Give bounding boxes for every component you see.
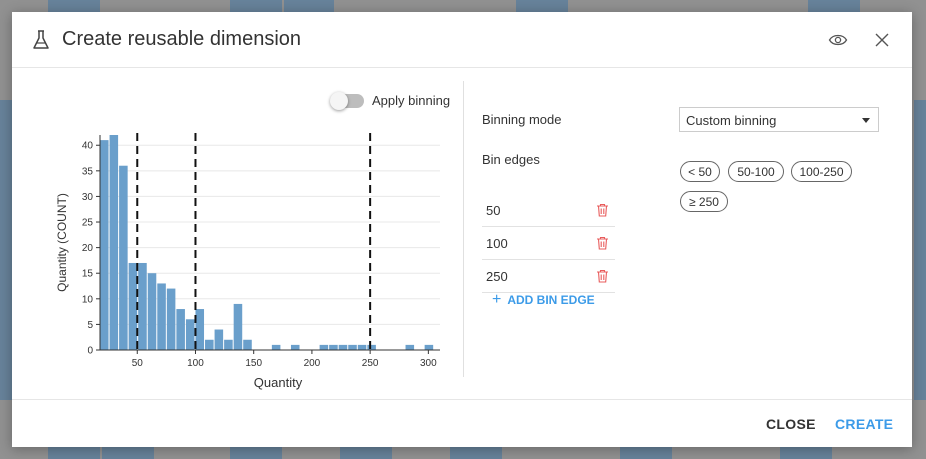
x-tick-label: 50 xyxy=(132,358,144,369)
histogram-bar xyxy=(185,319,195,350)
y-tick-label: 10 xyxy=(82,294,94,305)
x-tick-label: 200 xyxy=(304,358,321,369)
histogram-bar xyxy=(176,309,185,350)
y-tick-label: 5 xyxy=(87,320,93,331)
x-tick-label: 100 xyxy=(187,358,204,369)
bin-chip: 50-100 xyxy=(728,161,784,182)
bin-chip-label: ≥ 250 xyxy=(689,194,719,209)
histogram-bar xyxy=(157,283,166,350)
trash-icon[interactable] xyxy=(596,236,609,250)
y-tick-label: 0 xyxy=(87,346,93,357)
binning-mode-select[interactable]: Custom binning xyxy=(679,107,879,132)
histogram-bar xyxy=(119,165,128,350)
histogram-bar xyxy=(319,344,329,350)
dialog-header: Create reusable dimension xyxy=(12,12,912,68)
y-axis-label: Quantity (COUNT) xyxy=(55,193,69,292)
eye-icon[interactable] xyxy=(828,30,848,50)
bin-edge-value: 100 xyxy=(486,235,508,251)
histogram-bar xyxy=(233,303,243,350)
plus-icon: + xyxy=(492,291,502,308)
histogram-bar xyxy=(405,344,415,350)
create-dimension-dialog: Create reusable dimension Apply binning … xyxy=(12,12,912,447)
flask-icon xyxy=(33,29,49,49)
bin-edge-value: 50 xyxy=(486,202,501,218)
histogram-chart: 0 5 10 15 20 25 30 35 40 50 100 150 200 250 300 Quantit… xyxy=(55,133,440,390)
apply-binning-label: Apply binning xyxy=(372,93,451,108)
x-tick-label: 250 xyxy=(362,358,379,369)
x-tick-label: 300 xyxy=(420,358,437,369)
y-tick-label: 20 xyxy=(82,243,94,254)
histogram-bar xyxy=(290,344,300,350)
binning-mode-value: Custom binning xyxy=(686,113,777,128)
caret-down-icon xyxy=(862,118,870,123)
y-tick-label: 40 xyxy=(82,141,94,152)
histogram-bar xyxy=(357,344,367,350)
trash-icon[interactable] xyxy=(596,203,609,217)
bin-edge-row[interactable]: 50 xyxy=(482,194,615,227)
histogram-bar xyxy=(195,309,205,350)
apply-binning-toggle[interactable]: Apply binning xyxy=(330,91,451,110)
y-tick-label: 25 xyxy=(82,218,94,229)
histogram-bar xyxy=(424,344,434,350)
y-tick-label: 30 xyxy=(82,192,94,203)
toggle-switch[interactable] xyxy=(330,91,364,110)
dialog-title: Create reusable dimension xyxy=(62,28,302,50)
histogram-bar xyxy=(138,262,147,350)
x-tick-label: 150 xyxy=(245,358,262,369)
add-bin-edge-button[interactable]: + ADD BIN EDGE xyxy=(492,291,595,309)
bin-chip-label: < 50 xyxy=(688,164,712,179)
x-axis-label: Quantity xyxy=(254,375,303,390)
bin-edge-row[interactable]: 250 xyxy=(482,260,615,293)
binning-settings-panel: Binning mode Custom binning Bin edges 50… xyxy=(482,69,902,399)
histogram-bar xyxy=(100,140,109,350)
close-icon[interactable] xyxy=(872,30,892,50)
close-button[interactable]: CLOSE xyxy=(766,416,816,432)
histogram-bar xyxy=(338,344,348,350)
histogram-bar xyxy=(128,262,138,350)
bin-edges-label: Bin edges xyxy=(482,152,540,167)
bin-edge-row[interactable]: 100 xyxy=(482,227,615,260)
histogram-bar xyxy=(109,135,119,350)
bin-chip-label: 50-100 xyxy=(737,164,775,179)
bin-chip: 100-250 xyxy=(791,161,852,182)
trash-icon[interactable] xyxy=(596,269,609,283)
y-tick-label: 35 xyxy=(82,166,94,177)
create-button[interactable]: CREATE xyxy=(835,416,894,432)
bin-chip: ≥ 250 xyxy=(680,191,728,212)
histogram-bar xyxy=(147,273,157,350)
bin-edge-value: 250 xyxy=(486,268,508,284)
add-bin-edge-label: ADD BIN EDGE xyxy=(507,293,595,307)
histogram-bar xyxy=(348,344,357,350)
histogram-bar xyxy=(205,339,214,350)
histogram-bar xyxy=(367,344,376,350)
histogram-bar xyxy=(214,329,224,350)
bin-chip: < 50 xyxy=(680,161,720,182)
dialog-footer: CLOSE CREATE xyxy=(12,399,912,447)
bin-chip-label: 100-250 xyxy=(799,164,844,179)
panel-divider xyxy=(463,81,464,377)
histogram-bar xyxy=(224,339,233,350)
y-tick-label: 15 xyxy=(82,269,94,280)
histogram-bar xyxy=(166,288,176,350)
dialog-body: Apply binning 0 5 10 15 20 25 30 35 40 50 100 150 20… xyxy=(12,69,912,399)
histogram-bar xyxy=(271,344,281,350)
histogram-bar xyxy=(329,344,338,350)
histogram-bar xyxy=(243,339,252,350)
binning-mode-label: Binning mode xyxy=(482,112,562,127)
